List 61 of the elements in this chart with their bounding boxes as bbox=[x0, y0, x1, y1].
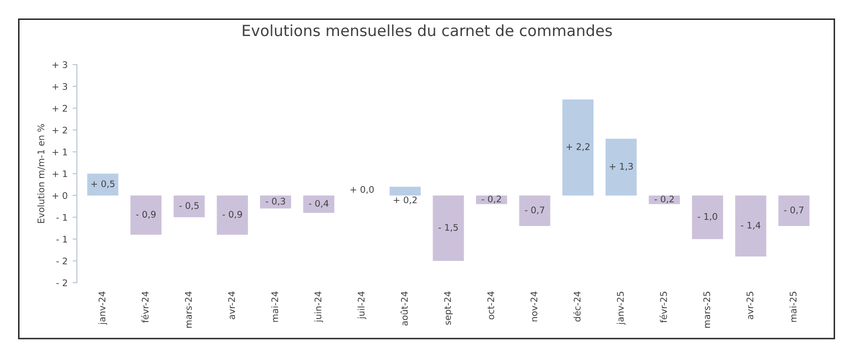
data-label: - 0,3 bbox=[266, 198, 286, 206]
bar bbox=[87, 174, 118, 196]
data-label: + 0,5 bbox=[91, 180, 114, 188]
bar bbox=[519, 195, 550, 226]
x-tick-label: juil-24 bbox=[358, 292, 366, 320]
x-tick-label: avr-25 bbox=[746, 292, 754, 320]
data-label: + 2,2 bbox=[566, 143, 590, 151]
y-tick-label: + 1 bbox=[52, 170, 67, 178]
x-tick-label: avr-24 bbox=[228, 292, 235, 320]
bar bbox=[562, 99, 594, 196]
x-tick-label: juin-24 bbox=[314, 292, 324, 322]
y-tick-label: + 0 bbox=[52, 192, 68, 199]
bar bbox=[735, 195, 766, 257]
data-label: - 0,9 bbox=[222, 210, 242, 219]
y-axis-title: Evolution m/m-1 en % bbox=[37, 124, 46, 223]
x-tick-label: déc-24 bbox=[573, 292, 581, 322]
data-label: - 0,4 bbox=[308, 200, 328, 208]
chart-title: Evolutions mensuelles du carnet de commandes bbox=[242, 24, 612, 36]
x-tick-label: févr-25 bbox=[660, 292, 667, 323]
data-label: - 1,5 bbox=[438, 224, 458, 232]
data-label: - 0,9 bbox=[136, 210, 156, 219]
y-tick-label: + 1 bbox=[52, 148, 67, 156]
data-label: - 0,2 bbox=[482, 196, 501, 204]
bar bbox=[778, 195, 810, 226]
data-label: - 0,5 bbox=[179, 202, 199, 210]
data-label: - 0,7 bbox=[784, 206, 804, 214]
data-label: - 0,2 bbox=[654, 196, 674, 204]
data-label: + 0,0 bbox=[350, 186, 374, 194]
y-tick-label: + 2 bbox=[52, 126, 67, 134]
y-tick-label: - 1 bbox=[56, 214, 67, 221]
x-tick-label: nov-24 bbox=[530, 292, 538, 322]
y-tick-label: + 3 bbox=[52, 83, 68, 90]
x-tick-label: mars-25 bbox=[703, 292, 710, 328]
x-tick-label: mars-24 bbox=[184, 292, 192, 328]
y-tick-label: - 2 bbox=[56, 279, 67, 286]
data-label: + 0,2 bbox=[394, 196, 417, 204]
x-tick-label: janv-24 bbox=[98, 292, 108, 325]
y-tick-label: - 2 bbox=[56, 258, 67, 264]
y-tick-label: + 2 bbox=[52, 104, 67, 112]
bar bbox=[606, 138, 637, 196]
x-tick-label: oct-24 bbox=[487, 292, 494, 320]
x-tick-label: août-24 bbox=[400, 292, 408, 326]
bar bbox=[260, 195, 292, 209]
y-tick-label: - 1 bbox=[56, 236, 67, 242]
data-label: - 0,7 bbox=[524, 206, 544, 214]
x-tick-label: mai-25 bbox=[790, 292, 797, 322]
bar bbox=[390, 186, 421, 196]
x-tick-label: mai-24 bbox=[271, 292, 278, 322]
bar bbox=[130, 195, 162, 235]
x-tick-label: janv-25 bbox=[616, 292, 626, 325]
data-label: - 1,4 bbox=[740, 222, 760, 230]
bar bbox=[216, 195, 248, 235]
bar bbox=[174, 195, 205, 218]
data-label: + 1,3 bbox=[610, 162, 633, 171]
x-tick-label: févr-24 bbox=[141, 292, 149, 323]
x-tick-label: sept-24 bbox=[444, 292, 453, 325]
bar bbox=[432, 195, 464, 261]
y-tick-label: + 3 bbox=[52, 61, 68, 68]
bar bbox=[692, 195, 724, 240]
bar bbox=[303, 195, 334, 213]
data-label: - 1,0 bbox=[698, 213, 718, 221]
